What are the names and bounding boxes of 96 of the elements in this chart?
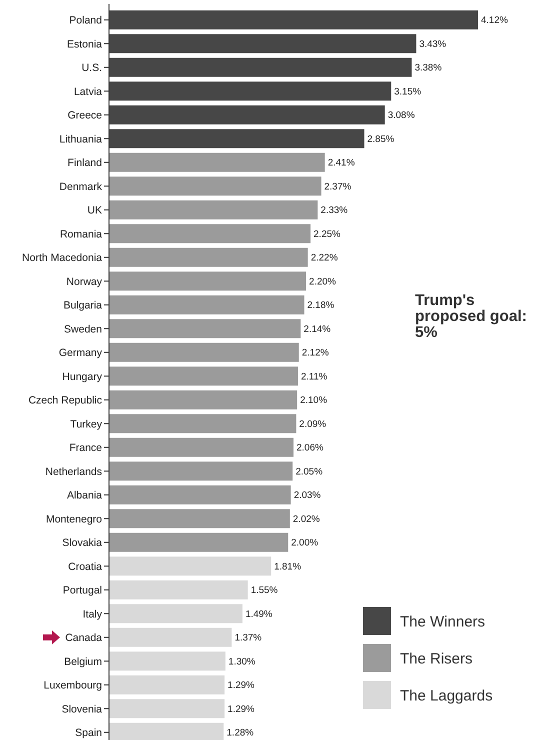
data-label: 2.11% bbox=[300, 371, 328, 382]
bar bbox=[109, 319, 301, 338]
bar bbox=[109, 604, 242, 624]
data-label: 1.29% bbox=[228, 704, 256, 715]
data-label: 2.18% bbox=[307, 300, 335, 312]
data-label: 2.06% bbox=[296, 442, 324, 454]
bar bbox=[109, 366, 298, 386]
y-tick-label: Romania bbox=[60, 228, 102, 240]
bar bbox=[109, 34, 416, 54]
bar bbox=[109, 248, 308, 267]
bar bbox=[109, 675, 225, 694]
data-label: 2.41% bbox=[328, 158, 356, 169]
bar bbox=[109, 200, 318, 220]
data-label: 2.05% bbox=[296, 466, 324, 478]
y-tick-label: Bulgaria bbox=[63, 300, 102, 312]
y-tick-label: Germany bbox=[58, 347, 103, 360]
bar bbox=[109, 272, 306, 291]
bar bbox=[109, 129, 364, 148]
bar bbox=[109, 176, 322, 196]
y-tick-label: Finland bbox=[68, 157, 102, 170]
y-tick-label: Slovakia bbox=[62, 537, 102, 550]
y-tick-label: Lithuania bbox=[59, 133, 102, 146]
legend-label: The Winners bbox=[400, 613, 486, 630]
bar bbox=[109, 652, 226, 671]
y-tick-label: Portugal bbox=[62, 584, 102, 597]
bar bbox=[109, 556, 272, 576]
y-tick-label: Montenegro bbox=[46, 513, 102, 526]
bar bbox=[109, 628, 232, 647]
data-label: 2.00% bbox=[291, 538, 319, 549]
data-label: 3.08% bbox=[388, 110, 416, 122]
data-label: 2.12% bbox=[302, 348, 330, 359]
bar bbox=[109, 438, 294, 457]
data-label: 3.43% bbox=[419, 38, 447, 50]
y-tick-label: Hungary bbox=[62, 370, 103, 383]
bar bbox=[109, 390, 298, 410]
y-tick-label: Croatia bbox=[68, 560, 102, 573]
annotation: Trump's proposed goal: 5% bbox=[415, 292, 527, 341]
data-label: 2.14% bbox=[304, 324, 332, 335]
y-tick-label: Netherlands bbox=[45, 466, 102, 478]
data-label: 2.02% bbox=[292, 514, 320, 525]
bar bbox=[109, 509, 290, 528]
data-label: 2.85% bbox=[367, 134, 395, 145]
data-label: 2.10% bbox=[300, 395, 328, 406]
y-tick-label: U.S. bbox=[82, 62, 102, 74]
data-label: 1.29% bbox=[228, 680, 256, 692]
y-tick-label: Norway bbox=[66, 276, 103, 288]
bar bbox=[109, 699, 225, 718]
data-label: 3.15% bbox=[394, 86, 422, 98]
data-label: 4.12% bbox=[481, 15, 508, 26]
data-label: 2.03% bbox=[294, 490, 322, 502]
y-tick-label: Belgium bbox=[64, 656, 102, 668]
bar bbox=[109, 414, 296, 434]
data-label: 1.28% bbox=[226, 728, 254, 739]
y-tick-label: Czech Republic bbox=[28, 394, 102, 407]
y-tick-label: Spain bbox=[75, 727, 102, 740]
y-tick-label: Greece bbox=[68, 110, 102, 122]
data-label: 1.37% bbox=[234, 632, 262, 644]
y-tick-label: UK bbox=[87, 204, 102, 217]
data-label: 2.25% bbox=[314, 228, 342, 240]
bar bbox=[109, 152, 325, 172]
data-label: 2.09% bbox=[299, 418, 327, 430]
bar bbox=[109, 462, 293, 481]
bar bbox=[109, 105, 385, 124]
bar bbox=[109, 295, 304, 314]
bar bbox=[109, 342, 299, 362]
data-label: 1.55% bbox=[250, 585, 278, 596]
bar bbox=[109, 224, 311, 244]
data-label: 3.38% bbox=[414, 62, 442, 74]
y-tick-label: Denmark bbox=[59, 180, 103, 193]
data-label: 1.49% bbox=[245, 608, 273, 620]
bar bbox=[109, 82, 392, 101]
y-tick-label: Slovenia bbox=[62, 703, 102, 716]
data-label: 2.20% bbox=[309, 276, 337, 288]
y-tick-label: Estonia bbox=[66, 38, 102, 50]
legend-label: The Laggards bbox=[400, 687, 493, 704]
y-tick-label: Albania bbox=[66, 490, 102, 502]
bar bbox=[109, 485, 291, 504]
y-tick-label: Canada bbox=[65, 632, 102, 644]
y-tick-label: Luxembourg bbox=[44, 680, 102, 692]
bar bbox=[109, 532, 288, 552]
bar bbox=[109, 58, 412, 77]
bar bbox=[109, 10, 478, 30]
y-tick-label: North Macedonia bbox=[22, 252, 102, 264]
data-label: 1.30% bbox=[228, 656, 256, 668]
y-tick-label: Poland bbox=[69, 14, 102, 27]
bar bbox=[109, 580, 248, 600]
y-tick-label: Italy bbox=[82, 608, 103, 620]
data-label: 2.22% bbox=[310, 252, 338, 264]
y-tick-label: Latvia bbox=[74, 86, 102, 98]
legend-label: The Risers bbox=[400, 650, 473, 668]
y-tick-label: Turkey bbox=[70, 418, 103, 430]
data-label: 2.33% bbox=[320, 205, 348, 216]
data-label: 2.37% bbox=[324, 181, 352, 192]
y-tick-label: Sweden bbox=[64, 323, 102, 336]
data-label: 1.81% bbox=[274, 561, 302, 572]
y-tick-label: France bbox=[69, 442, 102, 454]
